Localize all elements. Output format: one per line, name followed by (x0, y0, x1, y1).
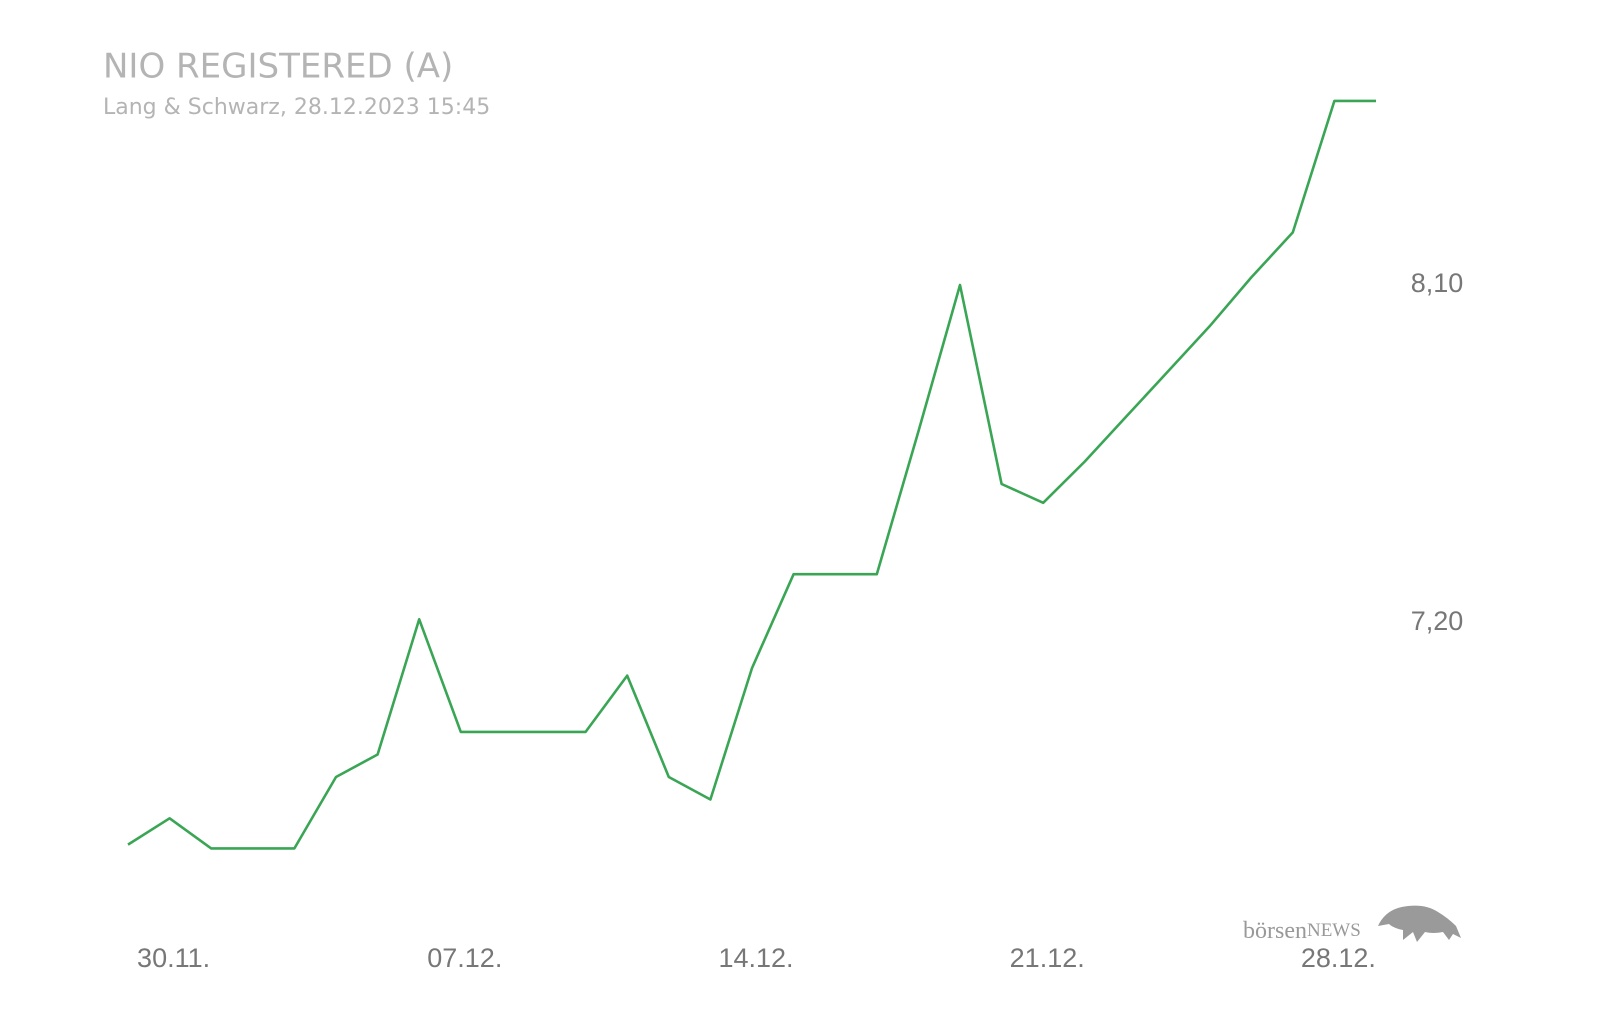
logo-bull (1378, 905, 1461, 942)
logo-brand-suffix: NEWS (1307, 920, 1361, 941)
chart-title: NIO REGISTERED (A) (103, 47, 453, 87)
logo-text: börsenNEWS (1243, 918, 1361, 944)
x-tick-label: 07.12. (427, 943, 502, 973)
logo: börsenNEWS (1243, 905, 1461, 944)
logo-brand: börsen (1243, 918, 1307, 944)
x-tick-label: 21.12. (1010, 943, 1085, 973)
x-tick-label: 28.12. (1301, 943, 1376, 973)
price-line (127, 99, 1376, 850)
y-tick-label: 8,10 (1411, 268, 1464, 298)
chart-subtitle: Lang & Schwarz, 28.12.2023 15:45 (103, 95, 490, 120)
y-tick-label: 7,20 (1411, 606, 1464, 636)
x-tick-label: 14.12. (718, 943, 793, 973)
x-tick-label: 30.11. (137, 943, 210, 973)
